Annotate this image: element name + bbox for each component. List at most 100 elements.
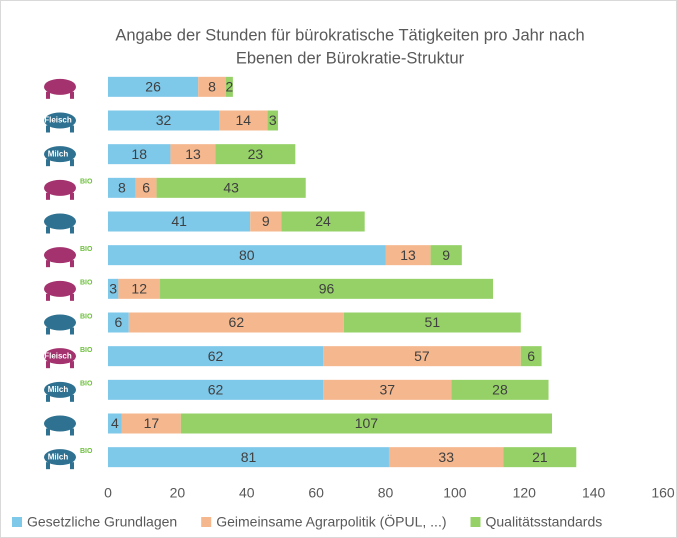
bar-segment — [225, 76, 233, 97]
bar-segment — [250, 211, 282, 232]
data-label: 62 — [208, 382, 224, 398]
data-label: 21 — [532, 449, 548, 465]
bar-segment — [198, 76, 226, 97]
data-label: 80 — [239, 247, 255, 263]
data-label: 13 — [400, 247, 416, 263]
bar-segment — [121, 413, 181, 434]
bar-segment — [170, 144, 216, 165]
data-label: 13 — [185, 146, 201, 162]
category-icon — [46, 327, 50, 335]
data-label: 51 — [425, 314, 441, 330]
bar-segment — [108, 312, 129, 333]
icon-tag: Milch — [48, 385, 69, 394]
category-icon — [46, 91, 50, 99]
bar-segment — [323, 346, 521, 367]
category-icon — [46, 125, 50, 133]
category-icon — [70, 428, 74, 436]
bar-segment — [388, 447, 504, 468]
category-icon — [46, 293, 50, 301]
icon-badge: BIO — [80, 381, 93, 388]
data-label: 37 — [379, 382, 395, 398]
data-label: 62 — [208, 348, 224, 364]
data-label: 33 — [438, 449, 454, 465]
bar-segment — [108, 110, 219, 131]
data-label: 24 — [315, 213, 331, 229]
bar-segment — [215, 144, 296, 165]
icon-badge: BIO — [80, 280, 93, 287]
data-label: 81 — [241, 449, 257, 465]
category-icon — [70, 327, 74, 335]
data-label: 17 — [144, 415, 160, 431]
bar-segment — [267, 110, 278, 131]
category-icon — [46, 462, 50, 470]
bar-segment — [180, 413, 552, 434]
chart-title: Angabe der Stunden für bürokratische Tät… — [115, 26, 584, 44]
x-tick-label: 140 — [582, 485, 606, 501]
data-label: 32 — [156, 112, 172, 128]
x-tick-label: 60 — [308, 485, 324, 501]
bar-segment — [108, 346, 324, 367]
bar-segment — [343, 312, 521, 333]
category-icon — [44, 314, 76, 331]
data-label: 8 — [118, 180, 126, 196]
data-label: 8 — [208, 79, 216, 95]
data-label: 3 — [109, 281, 117, 297]
data-label: 9 — [262, 213, 270, 229]
data-label: 96 — [319, 281, 335, 297]
x-tick-label: 80 — [378, 485, 394, 501]
category-icon — [70, 293, 74, 301]
category-icon — [70, 394, 74, 402]
category-icon — [44, 179, 76, 196]
data-label: 3 — [269, 112, 277, 128]
data-label: 26 — [145, 79, 161, 95]
data-label: 41 — [171, 213, 187, 229]
icon-badge: BIO — [80, 347, 93, 354]
category-icon — [44, 213, 76, 230]
bar-segment — [108, 278, 119, 299]
bar-segment — [108, 76, 199, 97]
data-label: 6 — [527, 348, 535, 364]
data-label: 23 — [248, 146, 264, 162]
data-label: 57 — [414, 348, 430, 364]
icon-tag: Milch — [48, 452, 69, 461]
bar-segment — [118, 278, 161, 299]
data-label: 14 — [235, 112, 251, 128]
category-icon — [70, 159, 74, 167]
bar-segment — [108, 379, 324, 400]
category-icon — [44, 449, 76, 466]
icon-tag: Fleisch — [44, 351, 72, 360]
data-label: 4 — [111, 415, 119, 431]
category-icon — [70, 125, 74, 133]
bar-segment — [156, 177, 306, 198]
data-label: 43 — [223, 180, 239, 196]
category-icon — [70, 226, 74, 234]
category-icon — [46, 192, 50, 200]
data-label: 28 — [492, 382, 508, 398]
legend-swatch — [201, 517, 212, 527]
bar-segment — [323, 379, 452, 400]
icon-tag: Fleisch — [44, 116, 72, 125]
data-label: 6 — [115, 314, 123, 330]
bar-segment — [108, 177, 136, 198]
data-label: 12 — [131, 281, 147, 297]
data-label: 2 — [226, 79, 234, 95]
x-tick-label: 0 — [104, 485, 112, 501]
category-icon — [44, 280, 76, 297]
category-icon — [44, 247, 76, 264]
icon-badge: BIO — [80, 448, 93, 455]
category-icon — [44, 415, 76, 432]
category-icon — [46, 226, 50, 234]
data-label: 18 — [131, 146, 147, 162]
legend-swatch — [12, 517, 22, 527]
icon-tag: Milch — [48, 149, 69, 158]
bar-segment — [108, 211, 251, 232]
x-tick-label: 120 — [513, 485, 537, 501]
bar-segment — [520, 346, 542, 367]
bar-segment — [108, 245, 386, 266]
chart-title: Ebenen der Bürokratie-Struktur — [236, 49, 465, 67]
x-tick-label: 100 — [443, 485, 467, 501]
bar-segment — [281, 211, 365, 232]
category-icon — [70, 462, 74, 470]
data-label: 9 — [442, 247, 450, 263]
category-icon — [70, 91, 74, 99]
